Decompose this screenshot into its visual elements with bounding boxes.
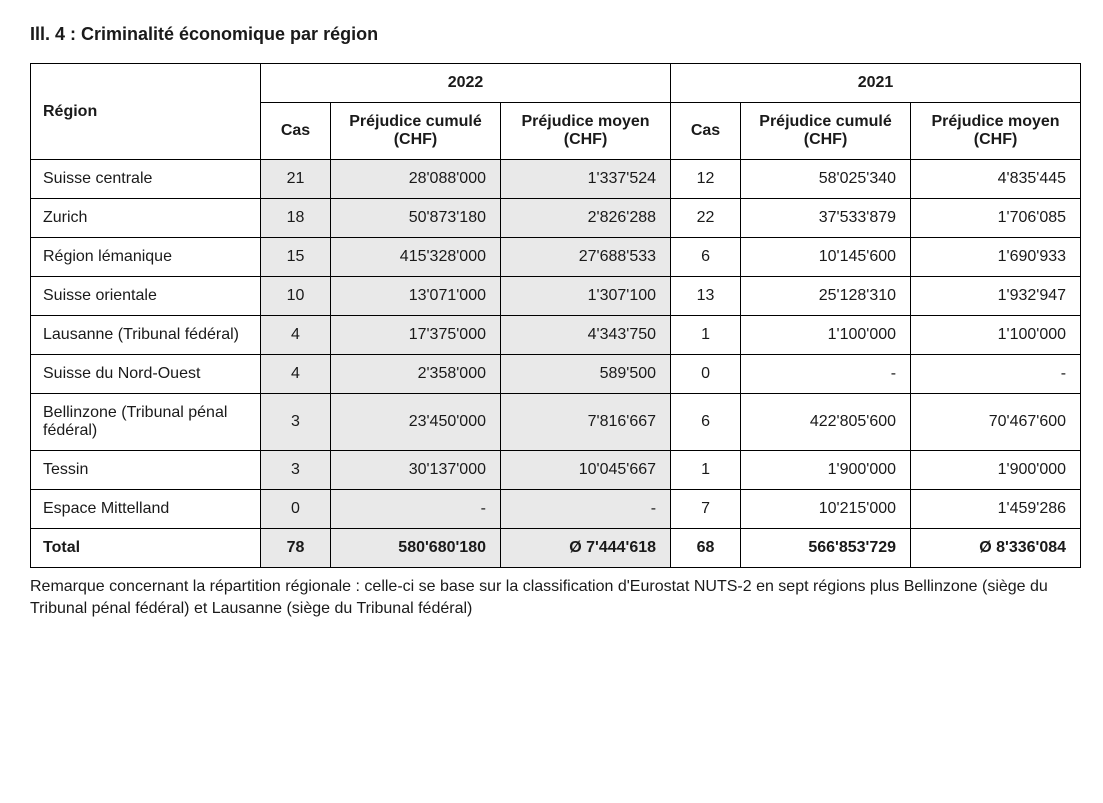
cell-cum-a: 50'873'180: [331, 199, 501, 238]
cell-cum-a: 2'358'000: [331, 355, 501, 394]
cell-moy-b: 70'467'600: [911, 394, 1081, 451]
col-header-cas-b: Cas: [671, 103, 741, 160]
cell-region: Lausanne (Tribunal fédéral): [31, 316, 261, 355]
cell-cas-b: 13: [671, 277, 741, 316]
cell-moy-b: 1'459'286: [911, 490, 1081, 529]
cell-cas-b: 6: [671, 238, 741, 277]
col-header-year-a: 2022: [261, 64, 671, 103]
cell-total-moy-b: Ø 8'336'084: [911, 529, 1081, 568]
cell-moy-b: 4'835'445: [911, 160, 1081, 199]
cell-cas-b: 12: [671, 160, 741, 199]
cell-region: Suisse centrale: [31, 160, 261, 199]
table-row: Bellinzone (Tribunal pénal fédéral)323'4…: [31, 394, 1081, 451]
cell-cas-b: 0: [671, 355, 741, 394]
economic-crime-table: Région 2022 2021 Cas Préjudice cumulé (C…: [30, 63, 1081, 568]
table-row: Espace Mittelland0--710'215'0001'459'286: [31, 490, 1081, 529]
cell-cum-b: 37'533'879: [741, 199, 911, 238]
cell-moy-a: 589'500: [501, 355, 671, 394]
cell-cas-b: 22: [671, 199, 741, 238]
cell-moy-b: 1'900'000: [911, 451, 1081, 490]
table-row: Suisse centrale2128'088'0001'337'5241258…: [31, 160, 1081, 199]
cell-cum-b: 422'805'600: [741, 394, 911, 451]
cell-region: Suisse du Nord-Ouest: [31, 355, 261, 394]
cell-total-cum-b: 566'853'729: [741, 529, 911, 568]
table-row: Suisse du Nord-Ouest42'358'000589'5000--: [31, 355, 1081, 394]
cell-cas-b: 1: [671, 451, 741, 490]
cell-cas-a: 4: [261, 355, 331, 394]
cell-moy-b: 1'706'085: [911, 199, 1081, 238]
cell-cum-b: 10'215'000: [741, 490, 911, 529]
cell-region: Suisse orientale: [31, 277, 261, 316]
table-footnote: Remarque concernant la répartition régio…: [30, 576, 1073, 619]
cell-moy-a: 1'337'524: [501, 160, 671, 199]
cell-cas-a: 3: [261, 394, 331, 451]
cell-moy-a: 7'816'667: [501, 394, 671, 451]
cell-moy-a: -: [501, 490, 671, 529]
table-row: Région lémanique15415'328'00027'688'5336…: [31, 238, 1081, 277]
cell-region: Tessin: [31, 451, 261, 490]
cell-moy-a: 4'343'750: [501, 316, 671, 355]
cell-cas-b: 6: [671, 394, 741, 451]
cell-cas-a: 4: [261, 316, 331, 355]
table-title: Ill. 4 : Criminalité économique par régi…: [30, 24, 1073, 45]
cell-cas-a: 10: [261, 277, 331, 316]
cell-region: Région lémanique: [31, 238, 261, 277]
cell-cum-a: 23'450'000: [331, 394, 501, 451]
cell-cum-b: 1'900'000: [741, 451, 911, 490]
cell-total-cum-a: 580'680'180: [331, 529, 501, 568]
cell-cas-a: 21: [261, 160, 331, 199]
table-row-total: Total78580'680'180Ø 7'444'61868566'853'7…: [31, 529, 1081, 568]
cell-moy-b: 1'690'933: [911, 238, 1081, 277]
table-row: Zurich1850'873'1802'826'2882237'533'8791…: [31, 199, 1081, 238]
cell-cum-a: 13'071'000: [331, 277, 501, 316]
cell-moy-a: 1'307'100: [501, 277, 671, 316]
cell-cum-b: 10'145'600: [741, 238, 911, 277]
cell-total-label: Total: [31, 529, 261, 568]
col-header-cum-b: Préjudice cumulé (CHF): [741, 103, 911, 160]
col-header-year-b: 2021: [671, 64, 1081, 103]
cell-cum-a: 30'137'000: [331, 451, 501, 490]
cell-moy-a: 10'045'667: [501, 451, 671, 490]
cell-cas-a: 15: [261, 238, 331, 277]
cell-cum-a: -: [331, 490, 501, 529]
cell-total-cas-b: 68: [671, 529, 741, 568]
cell-cum-b: 25'128'310: [741, 277, 911, 316]
cell-cum-b: 58'025'340: [741, 160, 911, 199]
cell-cum-b: 1'100'000: [741, 316, 911, 355]
col-header-cas-a: Cas: [261, 103, 331, 160]
cell-moy-b: 1'100'000: [911, 316, 1081, 355]
table-row: Tessin330'137'00010'045'66711'900'0001'9…: [31, 451, 1081, 490]
cell-cas-b: 1: [671, 316, 741, 355]
cell-moy-b: 1'932'947: [911, 277, 1081, 316]
cell-cum-b: -: [741, 355, 911, 394]
table-row: Lausanne (Tribunal fédéral)417'375'0004'…: [31, 316, 1081, 355]
header-row-years: Région 2022 2021: [31, 64, 1081, 103]
cell-cas-a: 0: [261, 490, 331, 529]
cell-moy-b: -: [911, 355, 1081, 394]
table-body: Suisse centrale2128'088'0001'337'5241258…: [31, 160, 1081, 568]
cell-moy-a: 27'688'533: [501, 238, 671, 277]
col-header-cum-a: Préjudice cumulé (CHF): [331, 103, 501, 160]
col-header-moy-a: Préjudice moyen (CHF): [501, 103, 671, 160]
cell-cas-a: 18: [261, 199, 331, 238]
cell-total-moy-a: Ø 7'444'618: [501, 529, 671, 568]
cell-region: Espace Mittelland: [31, 490, 261, 529]
col-header-region: Région: [31, 64, 261, 160]
cell-cas-a: 3: [261, 451, 331, 490]
cell-cum-a: 415'328'000: [331, 238, 501, 277]
table-row: Suisse orientale1013'071'0001'307'100132…: [31, 277, 1081, 316]
cell-moy-a: 2'826'288: [501, 199, 671, 238]
cell-total-cas-a: 78: [261, 529, 331, 568]
cell-region: Bellinzone (Tribunal pénal fédéral): [31, 394, 261, 451]
col-header-moy-b: Préjudice moyen (CHF): [911, 103, 1081, 160]
cell-region: Zurich: [31, 199, 261, 238]
cell-cas-b: 7: [671, 490, 741, 529]
cell-cum-a: 17'375'000: [331, 316, 501, 355]
cell-cum-a: 28'088'000: [331, 160, 501, 199]
